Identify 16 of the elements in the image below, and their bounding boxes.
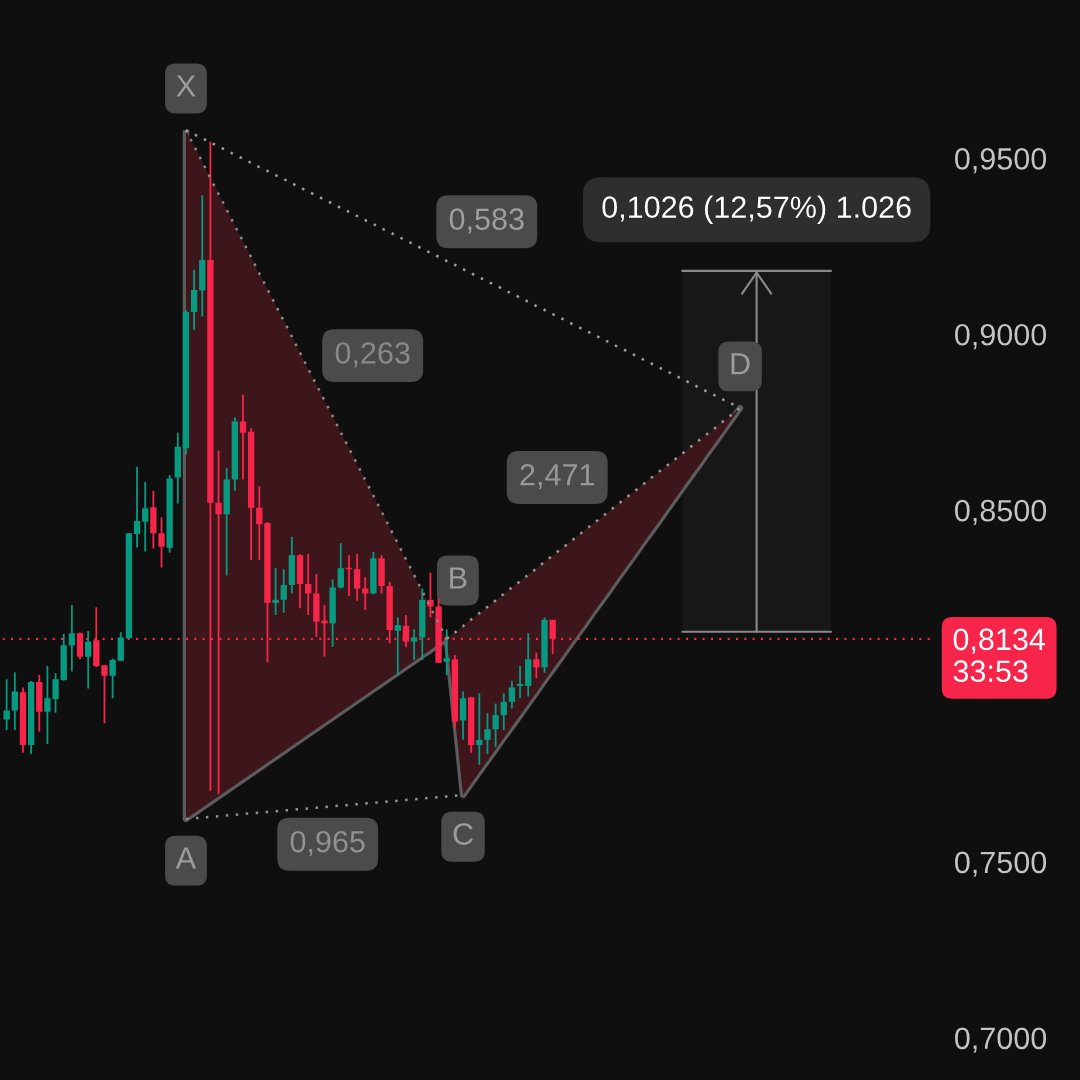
y-tick-label: 0,9500: [955, 148, 1047, 174]
series-label: 0,263: [335, 342, 410, 368]
data-label: B: [450, 567, 467, 589]
data-label: D: [731, 353, 750, 375]
y-tick-label: 0,9000: [955, 323, 1047, 350]
series-label: 0,583: [449, 208, 524, 234]
series-label: 0,965: [290, 830, 365, 857]
data-label: C: [453, 823, 473, 845]
y-tick-label: 0,7500: [955, 851, 1047, 877]
series-label: 2,471: [520, 464, 594, 490]
ref-line-label: 0,8134 33:53: [953, 628, 1045, 682]
y-tick-label: 0,7000: [955, 1027, 1047, 1053]
data-label: X: [176, 75, 196, 97]
band-label: 0,1026 (12,57%) 1.026: [602, 195, 911, 224]
y-tick-label: 0,8500: [955, 499, 1047, 526]
data-label: A: [175, 847, 197, 869]
